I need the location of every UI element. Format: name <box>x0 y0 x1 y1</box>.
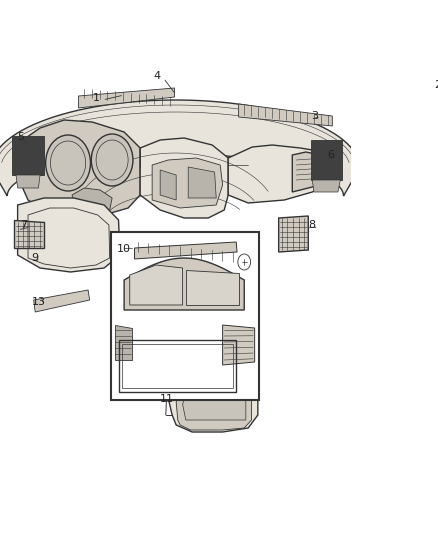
Text: 3: 3 <box>311 111 318 121</box>
Text: 11: 11 <box>159 394 173 404</box>
Polygon shape <box>228 145 332 203</box>
Polygon shape <box>168 376 258 432</box>
Polygon shape <box>183 390 246 420</box>
Polygon shape <box>186 270 239 305</box>
Polygon shape <box>14 220 44 248</box>
Polygon shape <box>12 136 44 175</box>
Bar <box>110 232 259 400</box>
Polygon shape <box>312 180 340 192</box>
Circle shape <box>402 67 431 103</box>
Polygon shape <box>239 104 332 126</box>
Polygon shape <box>412 100 421 108</box>
Polygon shape <box>20 120 140 218</box>
Polygon shape <box>292 152 330 192</box>
Polygon shape <box>34 290 90 312</box>
Polygon shape <box>176 385 251 430</box>
Polygon shape <box>134 242 237 259</box>
Circle shape <box>408 75 424 95</box>
Polygon shape <box>223 325 254 365</box>
Text: 10: 10 <box>117 244 131 254</box>
Text: 13: 13 <box>32 297 46 307</box>
Polygon shape <box>152 158 223 208</box>
Circle shape <box>46 135 91 191</box>
Polygon shape <box>188 167 216 198</box>
Polygon shape <box>311 140 342 180</box>
Polygon shape <box>160 170 176 200</box>
Text: 9: 9 <box>31 253 38 263</box>
Text: 2: 2 <box>434 80 438 90</box>
Polygon shape <box>16 175 40 188</box>
Text: 8: 8 <box>309 220 316 230</box>
Text: 5: 5 <box>18 132 25 142</box>
Polygon shape <box>130 265 183 305</box>
Polygon shape <box>78 88 175 108</box>
Polygon shape <box>124 258 244 310</box>
Text: 7: 7 <box>21 220 28 230</box>
Polygon shape <box>72 188 112 218</box>
Polygon shape <box>0 100 360 196</box>
Polygon shape <box>279 216 308 252</box>
Circle shape <box>91 134 133 186</box>
Text: 1: 1 <box>92 93 99 103</box>
Text: 4: 4 <box>153 71 160 81</box>
Polygon shape <box>114 325 132 360</box>
Polygon shape <box>18 198 120 272</box>
Polygon shape <box>140 138 228 218</box>
Text: 6: 6 <box>327 150 334 160</box>
